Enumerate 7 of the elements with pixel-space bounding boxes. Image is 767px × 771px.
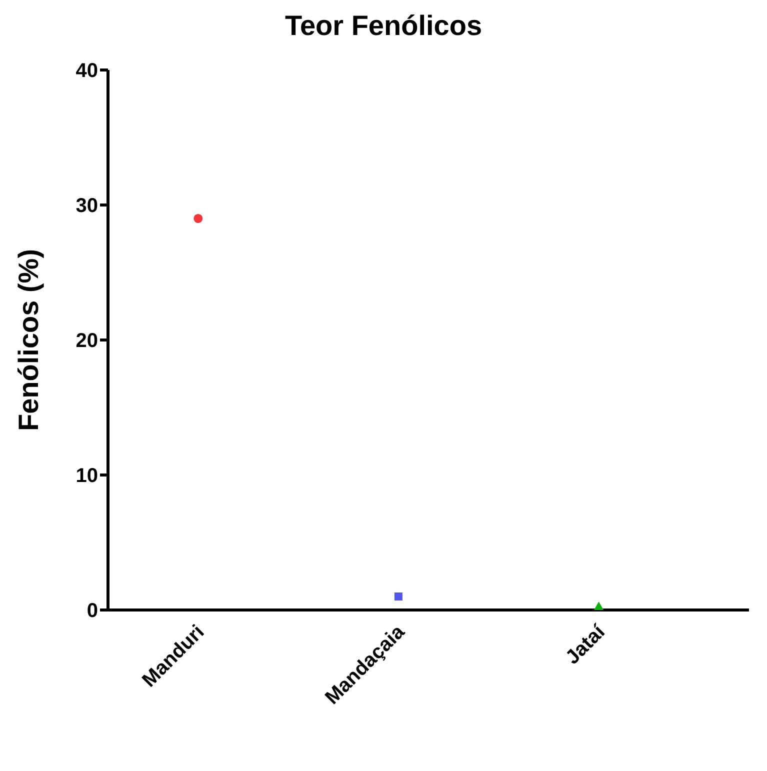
y-tick-label: 40 bbox=[76, 60, 98, 82]
y-tick-label: 20 bbox=[76, 330, 98, 352]
y-tick-label: 0 bbox=[86, 600, 98, 622]
y-tick-label: 10 bbox=[76, 465, 98, 488]
y-tick-label: 30 bbox=[76, 195, 98, 218]
chart-title: Teor Fenólicos bbox=[284, 10, 484, 43]
y-axis-title: Fenólicos (%) bbox=[12, 248, 44, 432]
